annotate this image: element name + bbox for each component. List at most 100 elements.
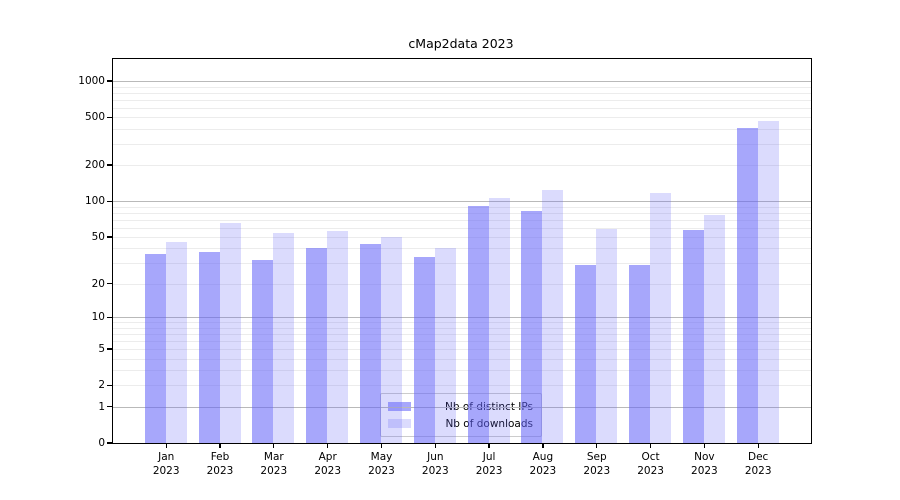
bar-distinct-ips-jan: [144, 253, 166, 443]
bar-downloads-nov: [703, 214, 725, 443]
major-gridline-100: [113, 201, 811, 203]
bar-distinct-ips-dec: [736, 128, 758, 443]
y-tickmark-50: [107, 236, 112, 238]
bar-distinct-ips-may: [360, 243, 381, 443]
x-tick-label-month: Sep: [586, 451, 607, 463]
x-tick-label-year: 2023: [368, 465, 395, 477]
bar-downloads-jul: [488, 198, 510, 443]
y-tick-label-200: 200: [84, 159, 105, 172]
bar-distinct-ips-oct: [629, 264, 651, 443]
x-tickmark-aug: [542, 443, 544, 448]
minor-gridline-800: [113, 92, 811, 94]
chart-title: cMap2data 2023: [408, 36, 514, 51]
y-tickmark-1: [107, 406, 112, 408]
y-tick-label-0: 0: [98, 437, 105, 449]
bar-distinct-ips-sep: [575, 264, 597, 443]
minor-gridline-70: [113, 219, 811, 221]
minor-gridline-8: [113, 327, 811, 329]
legend: Nb of distinct IPs Nb of downloads: [380, 393, 542, 437]
bar-distinct-ips-jun: [413, 256, 435, 443]
plot-area: Nb of distinct IPs Nb of downloads 1000 50…: [78, 58, 812, 477]
bar-downloads-jan: [165, 242, 187, 443]
x-tick-label-month: Oct: [641, 451, 660, 463]
x-tickmark-jun: [434, 443, 436, 448]
y-tick-label-10: 10: [91, 311, 105, 324]
minor-gridline-500: [113, 117, 811, 119]
y-tickmark-0: [107, 442, 112, 444]
y-tickmark-100: [107, 200, 112, 202]
bar-downloads-feb: [219, 222, 241, 443]
x-tick-label-year: 2023: [152, 465, 180, 477]
y-tick-label-1: 1: [98, 400, 105, 413]
x-tickmark-dec: [757, 443, 759, 448]
y-tickmark-1000: [107, 80, 112, 82]
y-tick-label-1000: 1000: [78, 75, 105, 87]
x-tick-label-sep: Sep 2023: [569, 450, 625, 478]
x-tick-label-year: 2023: [691, 465, 718, 477]
bar-downloads-oct: [650, 192, 672, 443]
x-tick-label-apr: Apr 2023: [300, 450, 356, 478]
light-purple-swatch: [388, 419, 411, 428]
minor-gridline-300: [113, 144, 811, 145]
y-tick-label-5: 5: [98, 343, 105, 356]
x-tick-label-month: Jan: [158, 451, 175, 463]
y-tickmark-2: [107, 384, 112, 387]
bar-downloads-mar: [273, 233, 295, 443]
bar-distinct-ips-jul: [467, 206, 489, 443]
x-tickmark-sep: [596, 443, 598, 448]
x-tick-label-jul: Jul 2023: [461, 450, 517, 478]
y-tick-label-50: 50: [91, 231, 105, 243]
x-tick-label-year: 2023: [314, 465, 342, 477]
x-tickmark-apr: [327, 443, 329, 448]
minor-gridline-700: [113, 99, 811, 101]
bar-distinct-ips-mar: [252, 259, 274, 443]
x-tick-label-aug: Aug 2023: [515, 450, 571, 478]
y-tickmark-200: [107, 164, 112, 166]
minor-gridline-2: [113, 385, 811, 387]
x-tickmark-oct: [649, 443, 652, 448]
x-tick-label-month: Feb: [210, 451, 230, 463]
x-tickmark-jul: [488, 443, 490, 448]
x-tick-label-year: 2023: [421, 465, 449, 477]
legend-label: Nb of distinct IPs: [445, 400, 533, 413]
x-tickmark-nov: [703, 443, 706, 448]
bar-distinct-ips-apr: [306, 248, 328, 443]
x-tickmark-feb: [219, 443, 221, 448]
x-tick-label-month: Dec: [748, 451, 769, 463]
y-tickmark-5: [107, 348, 112, 350]
y-tickmark-20: [107, 282, 112, 285]
x-tick-label-mar: Mar 2023: [246, 450, 302, 478]
minor-gridline-7: [113, 334, 811, 335]
bar-distinct-ips-nov: [682, 230, 704, 443]
x-tick-label-month: Jun: [427, 451, 444, 463]
y-tick-label-100: 100: [84, 195, 105, 208]
major-gridline-1000: [113, 81, 811, 82]
x-tick-label-nov: Nov 2023: [676, 450, 732, 478]
bar-downloads-jun: [434, 248, 456, 443]
minor-gridline-900: [113, 86, 811, 88]
legend-item-downloads: Nb of downloads: [388, 415, 533, 432]
bar-downloads-sep: [596, 229, 618, 443]
x-tickmark-jan: [165, 443, 167, 448]
minor-gridline-90: [113, 206, 811, 208]
minor-gridline-6: [113, 341, 811, 342]
minor-gridline-4: [113, 358, 811, 360]
minor-gridline-80: [113, 212, 811, 214]
minor-gridline-9: [113, 322, 811, 324]
x-tick-label-month: Apr: [318, 451, 337, 463]
x-tick-label-jan: Jan 2023: [138, 450, 194, 478]
x-tick-label-month: Nov: [694, 451, 715, 463]
dark-purple-swatch: [388, 402, 411, 411]
bar-downloads-dec: [757, 121, 779, 443]
x-tick-label-jun: Jun 2023: [407, 450, 463, 478]
y-tickmark-500: [107, 116, 112, 118]
bar-downloads-apr: [327, 231, 349, 443]
minor-gridline-40: [113, 248, 811, 250]
minor-gridline-20: [113, 283, 811, 285]
x-tick-label-year: 2023: [744, 465, 772, 477]
major-gridline-10: [113, 317, 811, 319]
x-tick-label-month: Jul: [482, 451, 496, 463]
minor-gridline-50: [113, 237, 811, 238]
minor-gridline-30: [113, 263, 811, 265]
